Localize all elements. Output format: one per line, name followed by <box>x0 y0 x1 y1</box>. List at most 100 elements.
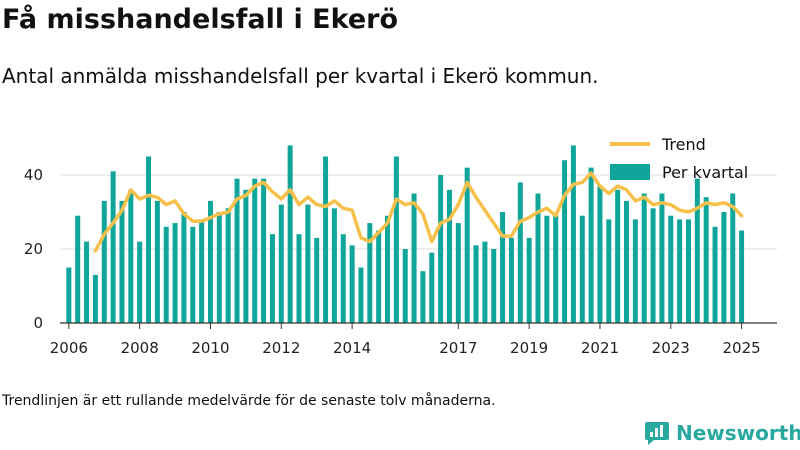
chart-title: Få misshandelsfall i Ekerö <box>2 4 399 35</box>
bar <box>305 204 311 323</box>
axes: 2006 2008 2010 2012 2014 2017 2019 2021 2023 2025… <box>24 166 777 357</box>
bar <box>225 208 231 323</box>
bar <box>243 189 249 323</box>
bar <box>393 156 399 323</box>
newsworthy-logo-icon <box>645 422 669 445</box>
bar <box>677 219 683 323</box>
bar <box>252 178 258 323</box>
footnote: Trendlinjen är ett rullande medelvärde f… <box>2 393 496 409</box>
bar <box>597 186 603 323</box>
bar <box>562 160 568 323</box>
bar <box>712 226 718 323</box>
x-tick-label: 2017 <box>439 339 477 357</box>
bar <box>703 197 709 323</box>
bar <box>340 234 346 323</box>
bar <box>101 200 107 323</box>
bar <box>314 237 320 323</box>
bar <box>137 241 143 323</box>
bar <box>128 189 134 323</box>
bar <box>110 171 116 323</box>
bar <box>464 167 470 323</box>
bar <box>84 241 90 323</box>
chart-area: 2006 2008 2010 2012 2014 2017 2019 2021 2023 2025… <box>24 135 777 357</box>
bar <box>579 215 585 323</box>
x-tick-label: 2010 <box>191 339 229 357</box>
legend-bars-swatch <box>610 164 650 180</box>
bar <box>323 156 329 323</box>
x-tick-label: 2021 <box>581 339 619 357</box>
bar <box>473 245 479 323</box>
bar <box>75 215 81 323</box>
bar <box>517 182 523 323</box>
bar <box>659 193 665 323</box>
bar <box>694 178 700 323</box>
bar <box>685 219 691 323</box>
bar <box>482 241 488 323</box>
bar <box>367 223 373 323</box>
bar <box>154 200 160 323</box>
x-tick-label: 2012 <box>262 339 300 357</box>
newsworthy-logo: Newsworthy <box>644 420 800 446</box>
bar <box>544 215 550 323</box>
bar <box>668 215 674 323</box>
bar <box>491 249 497 323</box>
bar <box>278 204 284 323</box>
bar <box>632 219 638 323</box>
bar <box>269 234 275 323</box>
bar <box>358 267 364 323</box>
newsworthy-logo-text: Newsworthy <box>676 421 800 445</box>
legend-trend-label: Trend <box>661 135 706 154</box>
bar <box>411 193 417 323</box>
legend-bars-label: Per kvartal <box>662 163 748 182</box>
x-tick-label: 2006 <box>50 339 88 357</box>
bar <box>296 234 302 323</box>
bar <box>261 178 267 323</box>
bar <box>588 167 594 323</box>
bar <box>92 274 98 323</box>
bar <box>641 193 647 323</box>
bar <box>181 212 187 323</box>
bar <box>526 237 532 323</box>
bar <box>163 226 169 323</box>
bar <box>730 193 736 323</box>
bar <box>207 200 213 323</box>
chart-subtitle: Antal anmälda misshandelsfall per kvarta… <box>2 64 599 88</box>
trend-line <box>93 171 744 253</box>
bar <box>420 271 426 323</box>
bar <box>438 175 444 323</box>
bar <box>570 145 576 323</box>
bar <box>624 200 630 323</box>
bar <box>349 245 355 323</box>
bar <box>650 208 656 323</box>
legend: Trend Per kvartal <box>610 135 748 182</box>
bar <box>535 193 541 323</box>
x-tick-label: 2014 <box>333 339 371 357</box>
bar <box>446 189 452 323</box>
bar <box>385 215 391 323</box>
bar <box>190 226 196 323</box>
bar <box>402 249 408 323</box>
bar <box>216 212 222 323</box>
bar-series-per-kvartal <box>66 145 745 323</box>
bar <box>234 178 240 323</box>
bar <box>553 215 559 323</box>
bar <box>606 219 612 323</box>
y-tick-label: 20 <box>24 240 43 258</box>
x-tick-label: 2008 <box>121 339 159 357</box>
bar <box>508 237 514 323</box>
bar <box>66 267 72 323</box>
y-tick-label: 40 <box>24 166 43 184</box>
bar <box>172 223 178 323</box>
bar <box>287 145 293 323</box>
bar <box>429 252 435 323</box>
bar <box>146 156 152 323</box>
bar <box>500 212 506 323</box>
x-tick-label: 2019 <box>510 339 548 357</box>
bar <box>199 219 205 323</box>
bar <box>331 208 337 323</box>
bar <box>739 230 745 323</box>
bar <box>376 230 382 323</box>
y-tick-label: 0 <box>33 314 43 332</box>
bar <box>615 189 621 323</box>
x-tick-label: 2025 <box>722 339 760 357</box>
